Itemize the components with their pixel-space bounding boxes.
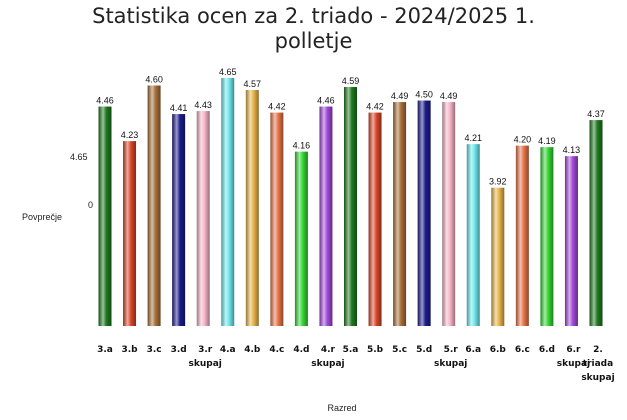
bar-value-label: 4.57 xyxy=(244,79,262,89)
x-tick-label: skupaj xyxy=(311,359,344,369)
x-tick-label: skupaj xyxy=(581,373,614,383)
x-tick-label: 3.d xyxy=(171,345,187,355)
bar-5-d xyxy=(417,100,431,326)
y-axis-label: Povprečje xyxy=(22,212,62,222)
bar-3-a xyxy=(98,106,112,326)
bar-value-label: 4.37 xyxy=(587,109,605,119)
x-tick-label: 4.r xyxy=(321,345,336,355)
x-tick-label: 6.c xyxy=(515,345,530,355)
bar-4-d xyxy=(294,151,308,326)
bar-value-label: 4.43 xyxy=(194,100,212,110)
bar-value-label: 4.49 xyxy=(391,91,409,101)
bar-4-b xyxy=(245,90,259,327)
bar-value-label: 4.46 xyxy=(96,96,114,106)
bar-5-b xyxy=(368,112,382,326)
bar-6-d xyxy=(540,147,554,326)
x-tick-label: 6.r xyxy=(566,345,581,355)
bar-value-label: 4.13 xyxy=(563,145,581,155)
bar-value-label: 4.19 xyxy=(538,136,556,146)
bar-5-c xyxy=(393,102,407,326)
bar-value-label: 4.23 xyxy=(121,130,139,140)
bar-value-label: 4.49 xyxy=(440,91,458,101)
bar-value-label: 4.59 xyxy=(342,76,360,86)
x-tick-label: 5.c xyxy=(392,345,407,355)
chart-title-line-2: polletje xyxy=(274,29,353,53)
bar-3-r-skupaj xyxy=(196,111,210,326)
x-tick-label: 5.d xyxy=(416,345,432,355)
y-tick-label-zero: 0 xyxy=(88,200,93,210)
bar-3-c xyxy=(147,85,161,326)
bar-4-a xyxy=(221,78,235,326)
bar-series: 4.46 3.a 4.23 3.b 4.60 3.c 4.41 3.d 4.43 3.r skupa… xyxy=(96,67,614,383)
bar-4-c xyxy=(270,112,284,326)
bar-value-label: 4.60 xyxy=(145,75,163,85)
x-tick-label: 6.b xyxy=(490,345,507,355)
bar-value-label: 4.42 xyxy=(366,102,384,112)
bar-4-r-skupaj xyxy=(319,106,333,326)
bar-6-r-skupaj xyxy=(564,156,578,326)
bar-value-label: 4.20 xyxy=(514,135,532,145)
x-tick-label: 4.b xyxy=(244,345,261,355)
x-tick-label: skupaj xyxy=(434,359,467,369)
x-tick-label: triada xyxy=(583,359,613,369)
x-tick-label: 3.r xyxy=(198,345,213,355)
bar-6-b xyxy=(491,187,505,326)
x-axis-label: Razred xyxy=(327,403,356,413)
x-tick-label: skupaj xyxy=(189,359,222,369)
bar-value-label: 4.21 xyxy=(464,133,482,143)
x-tick-label: 6.d xyxy=(539,345,555,355)
bar-6-c xyxy=(515,145,529,326)
x-tick-label: 5.a xyxy=(343,345,359,355)
bar-2-triada-skupaj xyxy=(589,120,603,327)
x-tick-label: 4.a xyxy=(220,345,236,355)
bar-value-label: 4.65 xyxy=(219,67,237,77)
bar-value-label: 3.92 xyxy=(489,177,507,187)
bar-5-a xyxy=(344,87,357,326)
x-tick-label: 4.c xyxy=(269,345,284,355)
chart-title-line-1: Statistika ocen za 2. triado - 2024/2025… xyxy=(92,4,535,28)
x-tick-label: 4.d xyxy=(293,345,309,355)
bar-value-label: 4.41 xyxy=(170,103,188,113)
bar-3-b xyxy=(123,141,137,326)
x-tick-label: 3.a xyxy=(97,345,113,355)
x-tick-label: 5.b xyxy=(367,345,384,355)
bar-value-label: 4.50 xyxy=(415,90,433,100)
bar-value-label: 4.46 xyxy=(317,96,335,106)
bar-6-a xyxy=(466,144,480,326)
x-tick-label: 5.r xyxy=(444,345,459,355)
bar-3-d xyxy=(172,114,186,326)
bar-value-label: 4.42 xyxy=(268,102,286,112)
x-tick-label: 3.b xyxy=(121,345,138,355)
x-tick-label: 2. xyxy=(593,345,603,355)
x-tick-label: skupaj xyxy=(557,359,590,369)
y-tick-label-max: 4.65 xyxy=(70,152,88,162)
x-tick-label: 6.a xyxy=(465,345,481,355)
bar-5-r-skupaj xyxy=(442,102,456,326)
x-tick-label: 3.c xyxy=(147,345,162,355)
bar-value-label: 4.16 xyxy=(293,141,311,151)
